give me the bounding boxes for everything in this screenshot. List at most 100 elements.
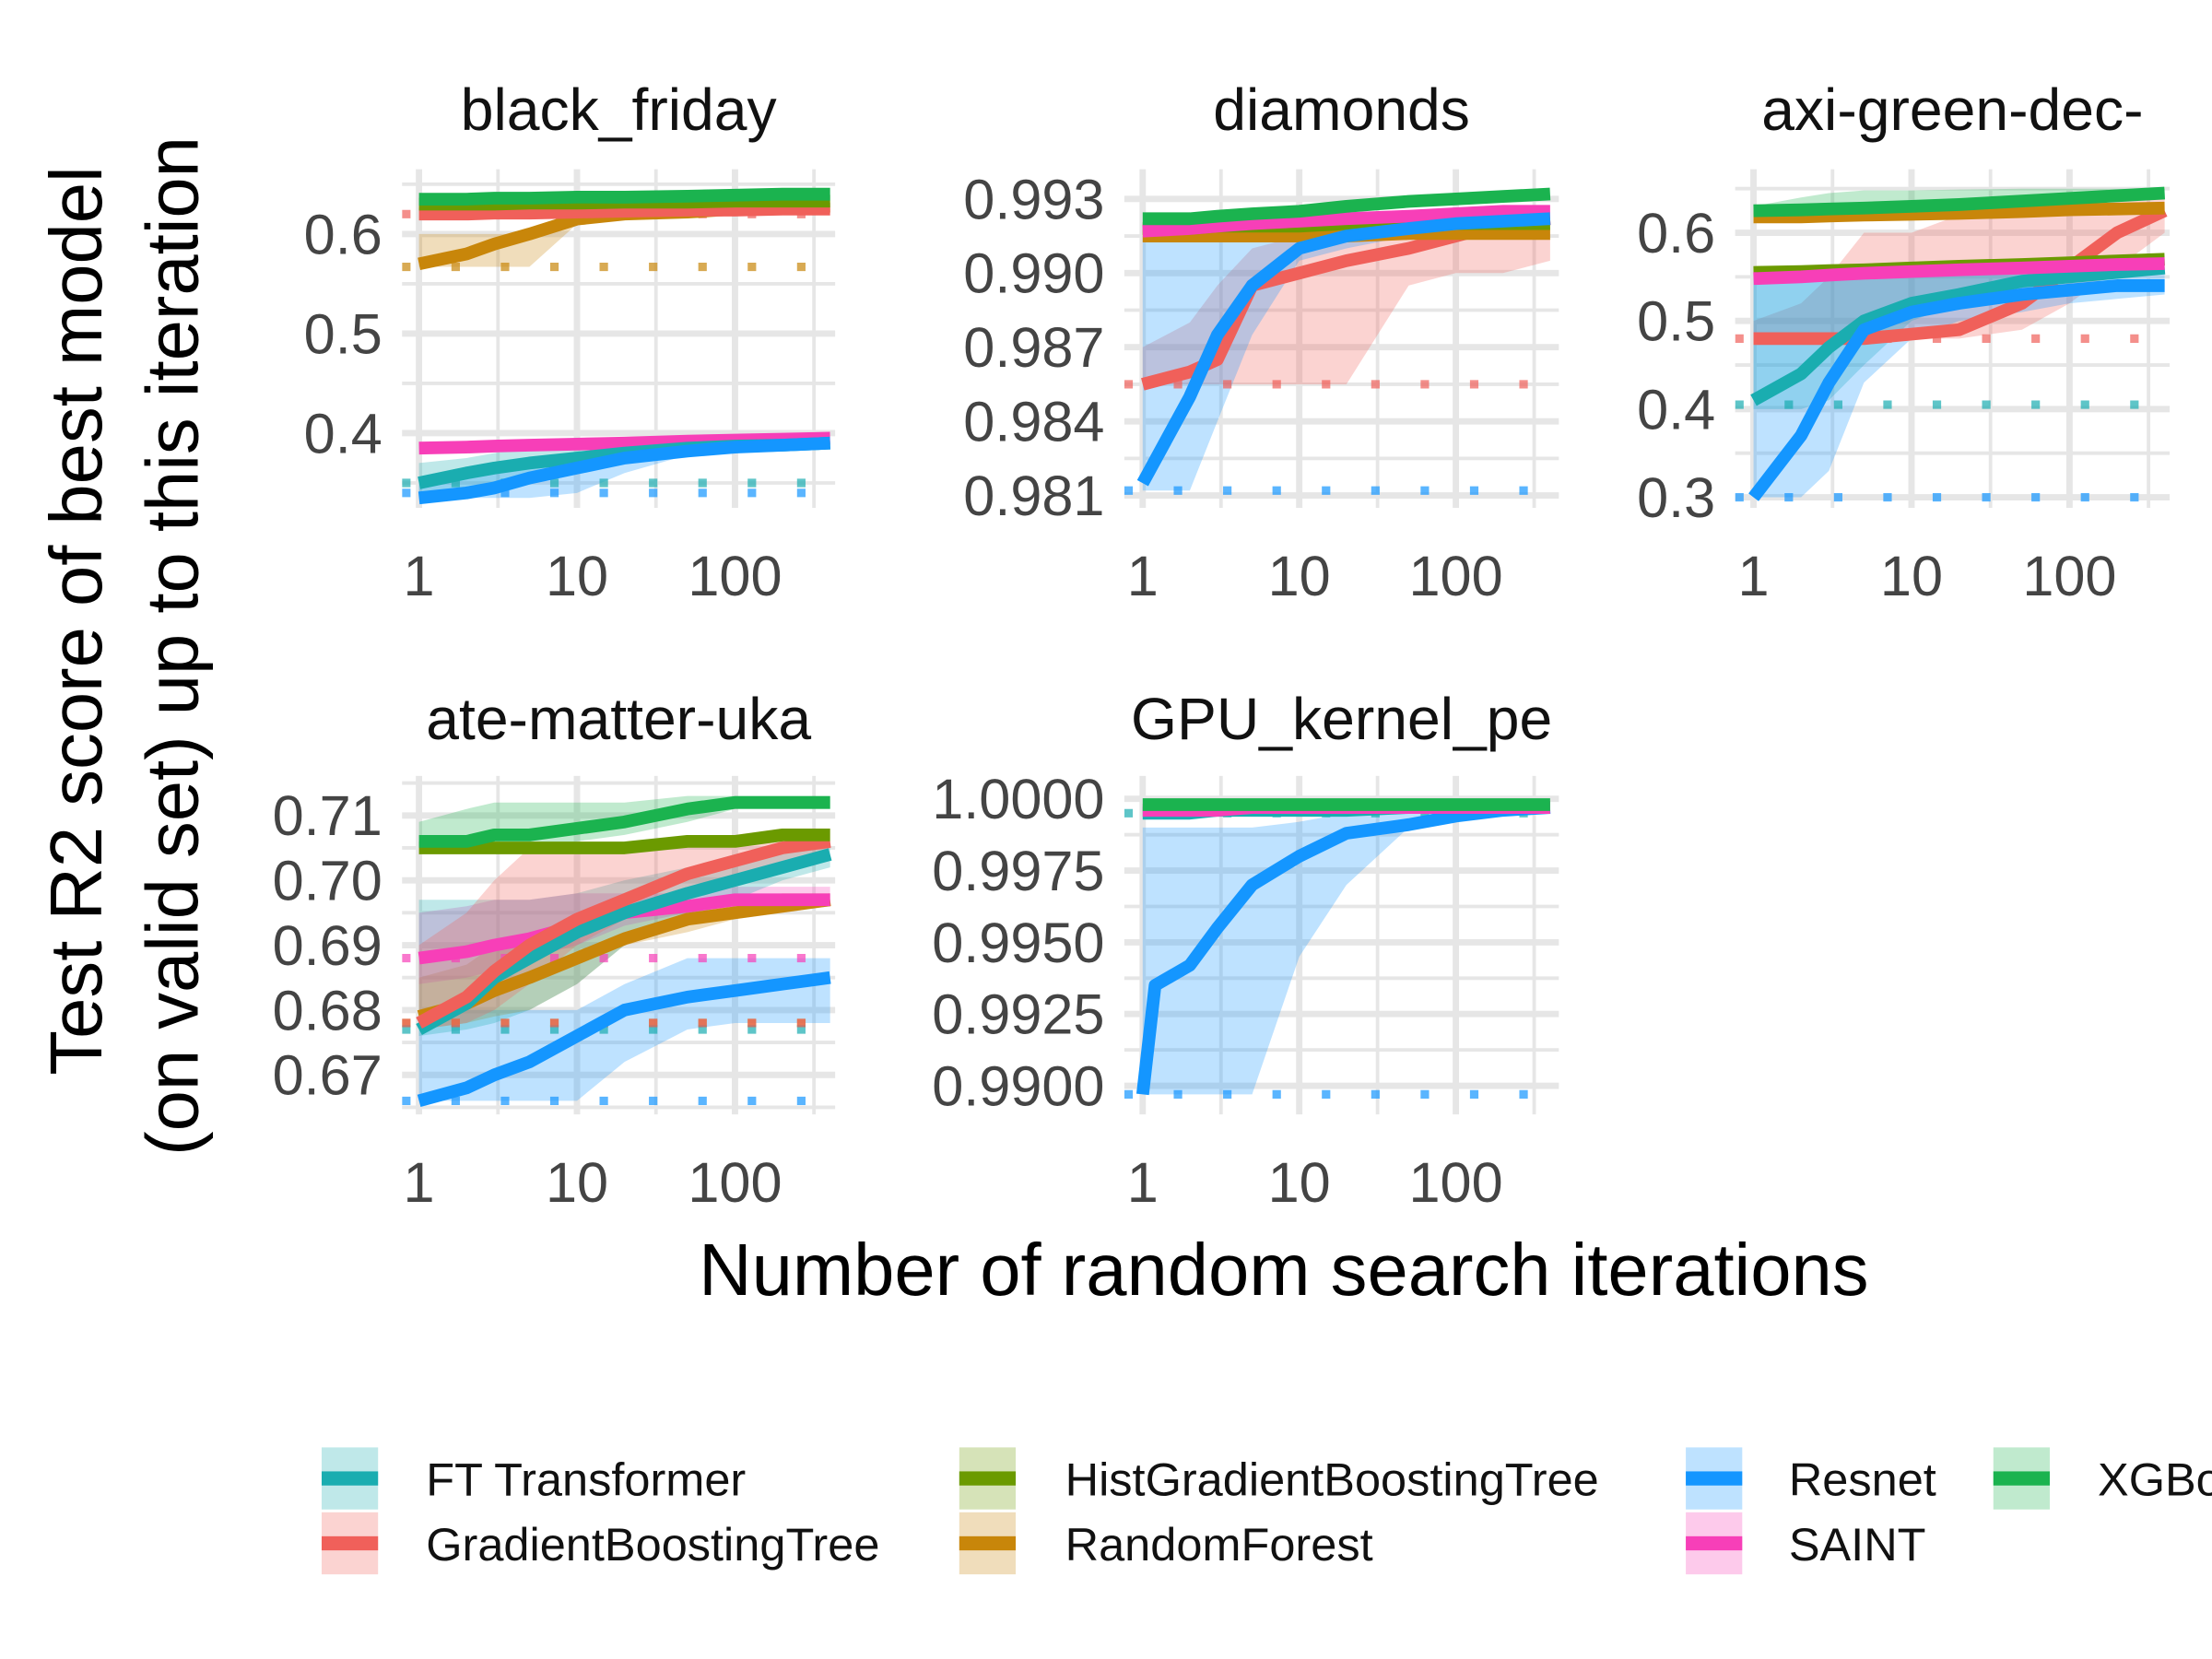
x-tick-label: 10 bbox=[546, 1151, 608, 1214]
marks bbox=[402, 795, 832, 1108]
series-line-randomforest bbox=[1753, 201, 2165, 224]
legend-item-saint: SAINT bbox=[1686, 1512, 1926, 1575]
gridlines bbox=[402, 169, 836, 509]
series-line-saint bbox=[1753, 257, 2165, 286]
panel-ate-matter-uka: ate-matter-uka 1 10 100 0.670.680.690.700.71 bbox=[273, 686, 836, 1214]
series-line-gradientboostingtree bbox=[416, 835, 831, 1030]
legend-label: XGBoost bbox=[2098, 1453, 2212, 1505]
y-axis-title: Test R2 score of best model (on valid se… bbox=[35, 136, 213, 1156]
y-tick-label: 0.9975 bbox=[932, 840, 1104, 902]
ribbon-gradientboostingtree bbox=[1142, 211, 1550, 384]
ribbon-resnet bbox=[1142, 211, 1550, 491]
y-tick-label: 0.993 bbox=[963, 168, 1104, 230]
x-tick-label: 1 bbox=[1127, 1151, 1159, 1214]
legend-item-randomforest: RandomForest bbox=[959, 1512, 1373, 1575]
ribbon-randomforest bbox=[418, 893, 830, 1030]
legend-key-line bbox=[1993, 1471, 2050, 1486]
x-tick-label: 10 bbox=[1268, 545, 1331, 607]
series-line-resnet bbox=[1748, 279, 2165, 501]
y-tick-label: 0.71 bbox=[273, 784, 382, 847]
legend-item-histgradientboostingtree: HistGradientBoostingTree bbox=[959, 1447, 1599, 1510]
y-tick-label: 0.987 bbox=[963, 316, 1104, 379]
series-line-xgboost bbox=[1142, 187, 1551, 226]
marks bbox=[1735, 186, 2168, 502]
legend-item-resnet: Resnet bbox=[1686, 1447, 1936, 1510]
legend-key-line bbox=[1686, 1535, 1743, 1551]
x-tick-label: 100 bbox=[688, 1151, 782, 1214]
series-line-xgboost bbox=[418, 795, 830, 848]
series-line-resnet bbox=[1136, 212, 1551, 487]
legend-key-line bbox=[1686, 1471, 1743, 1486]
series-line-ft-transformer bbox=[1750, 261, 2166, 406]
series-line-resnet bbox=[1135, 801, 1551, 1096]
legend-item-xgboost: XGBoost bbox=[1993, 1447, 2212, 1510]
panel-black_friday: black_friday 1 10 100 0.4 0.5 0.6 bbox=[304, 76, 836, 607]
x-tick-label: 100 bbox=[2022, 545, 2116, 607]
legend-label: SAINT bbox=[1789, 1518, 1926, 1571]
y-tick-label: 0.3 bbox=[1637, 466, 1715, 529]
y-tick-label: 0.5 bbox=[304, 302, 382, 365]
panel-diamonds: diamonds 1 10 100 0.981 0.984 0.987 0.990 0.993 bbox=[963, 76, 1559, 607]
series-line-saint bbox=[1142, 205, 1550, 238]
marks bbox=[402, 187, 830, 505]
y-tick-label: 0.6 bbox=[304, 203, 382, 265]
x-tick-label: 100 bbox=[688, 545, 782, 607]
series-line-resnet bbox=[418, 436, 830, 505]
x-tick-label: 10 bbox=[546, 545, 608, 607]
legend-label: FT Transformer bbox=[426, 1453, 746, 1505]
x-tick-label: 1 bbox=[1127, 545, 1159, 607]
y-tick-label: 0.6 bbox=[1637, 202, 1715, 265]
panel-title: black_friday bbox=[461, 76, 777, 143]
y-tick-label: 0.9900 bbox=[932, 1054, 1104, 1117]
y-tick-label: 0.4 bbox=[1637, 378, 1715, 441]
x-tick-label: 1 bbox=[404, 1151, 435, 1214]
y-tick-label: 1.0000 bbox=[932, 768, 1104, 830]
panel-title: ate-matter-uka bbox=[426, 686, 811, 752]
legend-label: RandomForest bbox=[1065, 1518, 1373, 1571]
legend-item-gradientboostingtree: GradientBoostingTree bbox=[321, 1512, 879, 1575]
series-line-xgboost bbox=[418, 187, 830, 206]
marks bbox=[1124, 187, 1551, 495]
legend-key-line bbox=[321, 1471, 379, 1486]
legend-key-line bbox=[959, 1471, 1017, 1486]
y-tick-label: 0.68 bbox=[273, 979, 382, 1041]
marks bbox=[1124, 798, 1551, 1099]
y-tick-label: 0.70 bbox=[273, 850, 382, 912]
x-tick-label: 1 bbox=[404, 545, 435, 607]
y-tick-label: 0.67 bbox=[273, 1044, 382, 1107]
y-tick-label: 0.4 bbox=[304, 402, 382, 465]
x-tick-label: 1 bbox=[1738, 545, 1770, 607]
legend-item-ft-transformer: FT Transformer bbox=[321, 1447, 746, 1510]
panel-title: diamonds bbox=[1213, 76, 1470, 143]
legend-label: GradientBoostingTree bbox=[426, 1518, 879, 1571]
y-axis-title-line2: (on valid set) up to this iteration bbox=[131, 136, 213, 1156]
panel-axi-green-dec-: axi-green-dec- 1 10 100 0.3 0.4 0.5 0.6 bbox=[1637, 76, 2171, 607]
x-tick-label: 10 bbox=[1880, 545, 1943, 607]
y-tick-label: 0.981 bbox=[963, 465, 1104, 527]
y-tick-label: 0.9950 bbox=[932, 912, 1104, 974]
y-tick-label: 0.5 bbox=[1637, 290, 1715, 353]
x-axis-title: Number of random search iterations bbox=[699, 1229, 1868, 1311]
ribbon-randomforest bbox=[418, 206, 830, 267]
y-axis-title-line1: Test R2 score of best model bbox=[35, 166, 117, 1075]
panel-title: GPU_kernel_pe bbox=[1131, 686, 1552, 752]
legend: FT Transformer GradientBoostingTree HistGr… bbox=[321, 1447, 2212, 1575]
legend-key-line bbox=[321, 1535, 379, 1551]
ribbon-ft-transformer bbox=[1753, 259, 2165, 409]
panel-GPU_kernel_pe: GPU_kernel_pe 1 10 100 0.9900 0.9925 0.9950 0.9… bbox=[932, 686, 1559, 1214]
legend-key-line bbox=[959, 1535, 1017, 1551]
x-tick-label: 100 bbox=[1409, 545, 1503, 607]
y-tick-label: 0.990 bbox=[963, 242, 1104, 305]
legend-label: Resnet bbox=[1789, 1453, 1936, 1505]
x-tick-label: 10 bbox=[1268, 1151, 1331, 1214]
ribbon-resnet bbox=[1142, 804, 1550, 1095]
series-line-resnet bbox=[417, 971, 831, 1108]
y-tick-label: 0.9925 bbox=[932, 983, 1104, 1046]
series-line-gradientboostingtree bbox=[418, 203, 830, 221]
y-tick-label: 0.69 bbox=[273, 914, 382, 977]
series-line-gradientboostingtree bbox=[1753, 205, 2168, 346]
panel-title: axi-green-dec- bbox=[1761, 76, 2143, 143]
series-line-xgboost bbox=[1753, 186, 2165, 218]
